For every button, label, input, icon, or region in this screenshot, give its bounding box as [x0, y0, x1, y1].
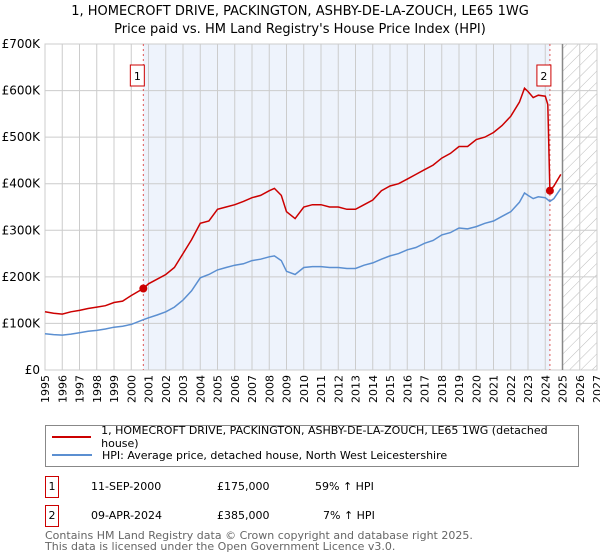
x-tick-label: 2013 [350, 375, 363, 403]
sale-point [139, 284, 148, 293]
transaction-date: 09-APR-2024 [91, 509, 163, 522]
marker-label-box [129, 64, 145, 87]
x-tick-label: 2005 [212, 375, 225, 403]
x-tick-label: 2001 [143, 375, 156, 403]
x-tick-label: 2026 [574, 375, 587, 403]
x-tick-label: 2021 [488, 375, 501, 403]
x-tick-label: 2022 [505, 375, 518, 403]
title-line-2: Price paid vs. HM Land Registry's House … [114, 22, 486, 37]
x-tick-label: 2002 [160, 375, 173, 403]
x-tick-label: 2027 [591, 375, 600, 403]
transaction-price: £175,000 [217, 480, 270, 493]
y-tick-label: £500K [2, 130, 42, 144]
x-tick-label: 1998 [91, 375, 104, 403]
chart-title: 1, HOMECROFT DRIVE, PACKINGTON, ASHBY-DE… [0, 3, 600, 39]
x-tick-label: 2006 [229, 375, 242, 403]
x-tick-label: 1996 [56, 375, 69, 403]
y-tick-label: £100K [2, 316, 42, 330]
x-tick-label: 2020 [470, 375, 483, 403]
legend-label-property: 1, HOMECROFT DRIVE, PACKINGTON, ASHBY-DE… [101, 424, 548, 450]
footer-line-2: This data is licensed under the Open Gov… [45, 540, 396, 553]
x-tick-label: 2010 [298, 375, 311, 403]
x-tick-label: 2023 [522, 375, 535, 403]
y-tick-label: £400K [2, 177, 42, 191]
footer: Contains HM Land Registry data © Crown c… [45, 530, 473, 552]
legend-item-hpi: HPI: Average price, detached house, Nort… [52, 447, 447, 463]
transaction-price: £385,000 [217, 509, 270, 522]
x-tick-label: 2011 [315, 375, 328, 403]
x-tick-label: 2018 [436, 375, 449, 403]
price-chart: 1995 1996 1997 1998 1999 2000 2001 2002 2003 2004… [2, 37, 600, 403]
x-tick-label: 2012 [332, 375, 345, 403]
x-tick-label: 2024 [539, 375, 552, 403]
x-tick-label: 2007 [246, 375, 259, 403]
x-tick-label: 2017 [419, 375, 432, 403]
marker-label: 1 [134, 70, 141, 83]
transaction-badge: 1 [45, 476, 59, 498]
y-tick-label: £700K [2, 37, 42, 51]
marker-label: 2 [540, 70, 547, 83]
x-tick-label: 2014 [367, 375, 380, 403]
x-tick-label: 2019 [453, 375, 466, 403]
legend-red-line [52, 436, 92, 438]
transaction-hpi: 7% ↑ HPI [323, 509, 375, 522]
highlight-band [143, 44, 550, 370]
legend: 1, HOMECROFT DRIVE, PACKINGTON, ASHBY-DE… [45, 424, 579, 467]
x-tick-label: 2000 [125, 375, 138, 403]
x-tick-label: 1999 [108, 375, 121, 403]
marker-label-box [536, 64, 552, 87]
x-tick-label: 2008 [263, 375, 276, 403]
transaction-date: 11-SEP-2000 [91, 480, 162, 493]
x-tick-label: 2015 [384, 375, 397, 403]
y-tick-label: £200K [2, 270, 42, 284]
x-tick-label: 2009 [281, 375, 294, 403]
legend-label-hpi: HPI: Average price, detached house, Nort… [102, 448, 448, 462]
x-tick-label: 1995 [39, 375, 52, 403]
x-tick-label: 2003 [177, 375, 190, 403]
legend-item-property: 1, HOMECROFT DRIVE, PACKINGTON, ASHBY-DE… [52, 424, 578, 450]
footer-line-1: Contains HM Land Registry data © Crown c… [45, 529, 473, 542]
x-tick-label: 1997 [74, 375, 87, 403]
title-line-1: 1, HOMECROFT DRIVE, PACKINGTON, ASHBY-DE… [71, 4, 529, 19]
transaction-badge: 2 [45, 505, 59, 527]
sale-point [545, 186, 554, 195]
x-tick-label: 2004 [194, 375, 207, 403]
hpi-line [44, 187, 562, 336]
y-tick-label: £600K [2, 84, 42, 98]
legend-blue-line [52, 454, 92, 456]
x-tick-label: 2016 [401, 375, 414, 403]
transaction-hpi: 59% ↑ HPI [315, 480, 374, 493]
x-tick-label: 2025 [557, 375, 570, 403]
y-tick-label: £300K [2, 223, 42, 237]
y-tick-label: £0 [25, 363, 40, 377]
